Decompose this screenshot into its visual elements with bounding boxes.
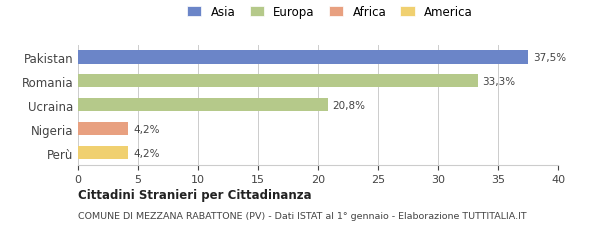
Text: 4,2%: 4,2% [133, 148, 160, 158]
Text: 4,2%: 4,2% [133, 124, 160, 134]
Bar [78, 146, 128, 159]
Text: 37,5%: 37,5% [533, 53, 566, 63]
Text: Cittadini Stranieri per Cittadinanza: Cittadini Stranieri per Cittadinanza [78, 188, 311, 201]
Bar [78, 123, 128, 136]
Bar [78, 51, 528, 64]
Text: 20,8%: 20,8% [332, 100, 365, 110]
Text: COMUNE DI MEZZANA RABATTONE (PV) - Dati ISTAT al 1° gennaio - Elaborazione TUTTI: COMUNE DI MEZZANA RABATTONE (PV) - Dati … [78, 211, 527, 220]
Text: 33,3%: 33,3% [482, 76, 515, 87]
Legend: Asia, Europa, Africa, America: Asia, Europa, Africa, America [182, 1, 478, 24]
Bar [78, 75, 478, 88]
Bar [78, 99, 328, 112]
